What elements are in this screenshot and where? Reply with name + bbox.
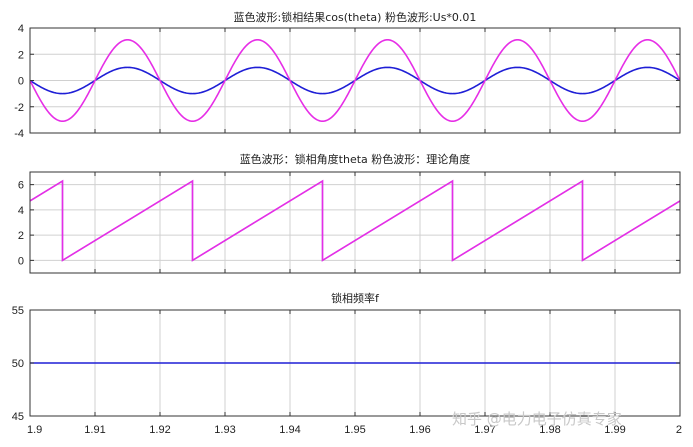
y-tick-label: 55 [12, 305, 24, 317]
plot-area [30, 179, 680, 262]
x-tick-label: 1.9 [27, 424, 42, 436]
chart-title: 蓝色波形：锁相角度theta 粉色波形：理论角度 [240, 152, 471, 166]
x-tick-label: 1.95 [344, 424, 365, 436]
x-tick-label: 2 [676, 424, 682, 436]
y-tick-label: 50 [12, 358, 24, 370]
y-tick-label: 4 [18, 23, 24, 35]
watermark-text: 知乎 @电力电子仿真专家 [452, 410, 622, 428]
x-tick-label: 1.92 [149, 424, 170, 436]
y-tick-label: 4 [18, 205, 24, 217]
series-line-2 [30, 39, 680, 122]
chart-panel-2: 0 2 4 6 蓝色波形：锁相角度theta 粉色波形：理论角度 [18, 152, 681, 274]
x-tick-label: 1.96 [409, 424, 430, 436]
y-tick-label: 0 [18, 76, 24, 88]
y-tick-label: 2 [18, 49, 24, 61]
x-tick-label: 1.94 [279, 424, 300, 436]
y-tick-label: -2 [14, 102, 24, 114]
y-tick-label: -4 [14, 128, 24, 140]
y-tick-label: 0 [18, 255, 24, 267]
y-tick-label: 45 [12, 411, 24, 423]
chart-title: 蓝色波形:锁相结果cos(theta) 粉色波形:Us*0.01 [234, 10, 477, 24]
series-line-2 [30, 179, 680, 262]
plot-area [30, 39, 680, 122]
chart-panel-1: -4 -2 0 2 4 蓝色波形:锁相结果cos(theta) 粉色波形:Us*0.01 [14, 10, 681, 140]
x-tick-label: 1.93 [214, 424, 235, 436]
x-tick-label: 1.91 [84, 424, 105, 436]
x-tick-label: 1.99 [604, 424, 625, 436]
x-tick-label: 1.97 [474, 424, 495, 436]
chart-panel-3: 45 50 55 1.9 1.91 1.92 1.93 1.94 1.95 1.96 1.97 1.9… [12, 291, 682, 436]
y-tick-label: 6 [18, 180, 24, 192]
y-tick-label: 2 [18, 230, 24, 242]
chart-title: 锁相频率f [331, 291, 380, 305]
x-tick-label: 1.98 [539, 424, 560, 436]
